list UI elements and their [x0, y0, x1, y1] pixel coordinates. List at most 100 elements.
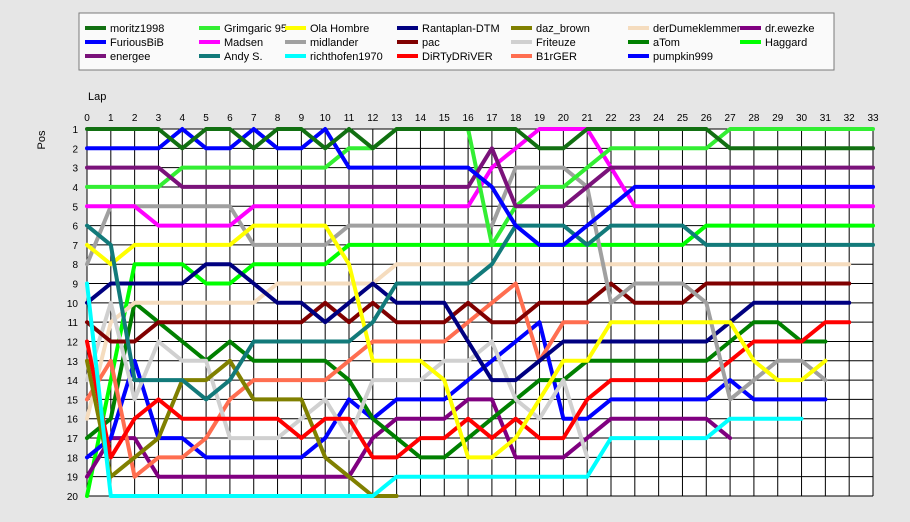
- x-tick-label: 26: [701, 113, 713, 124]
- y-tick-label: 14: [67, 376, 79, 387]
- legend-label: Ola Hombre: [310, 23, 369, 35]
- plot-area: 0 1 2 3 4 5 6 7 8 9 10 11 12 13 14 15 16 17 18 19 20 21 22 23 24…: [67, 113, 879, 503]
- legend-label: pac: [422, 37, 440, 49]
- x-tick-label: 0: [84, 113, 90, 124]
- legend-entry: DiRTyDRiVER: [397, 51, 493, 63]
- x-tick-label: 16: [463, 113, 475, 124]
- x-tick-label: 27: [725, 113, 737, 124]
- legend-label: Friteuze: [536, 37, 576, 49]
- x-tick-label: 17: [486, 113, 498, 124]
- y-tick-label: 15: [67, 395, 79, 406]
- legend-label: B1rGER: [536, 51, 577, 63]
- series-line-furiousbib: [85, 127, 875, 247]
- y-tick-label: 16: [67, 415, 79, 426]
- x-tick-label: 9: [299, 113, 305, 124]
- x-tick-label: 28: [748, 113, 760, 124]
- legend-label: DiRTyDRiVER: [422, 51, 493, 63]
- legend-label: richthofen1970: [310, 51, 383, 63]
- x-tick-label: 30: [796, 113, 808, 124]
- series-line-dr-ewezke: [85, 397, 733, 479]
- legend-label: moritz1998: [110, 23, 164, 35]
- y-tick-label: 20: [67, 492, 79, 503]
- series-line-derdumeklemmer: [85, 262, 852, 421]
- legend-entry: B1rGER: [511, 51, 577, 63]
- legend-entry: Madsen: [199, 37, 263, 49]
- legend-entry: Andy S.: [199, 51, 263, 63]
- legend-entry: dr.ewezke: [740, 23, 815, 35]
- y-tick-label: 17: [67, 434, 79, 445]
- series-line-daz-brown: [85, 358, 399, 498]
- x-tick-label: 15: [439, 113, 451, 124]
- y-tick-label: 1: [72, 125, 78, 136]
- x-axis-label: Lap: [88, 91, 106, 103]
- legend-label: energee: [110, 51, 150, 63]
- series-line-ola-hombre: [85, 223, 828, 460]
- legend-label: Grimgaric 95: [224, 23, 287, 35]
- y-tick-label: 5: [72, 202, 78, 213]
- legend-entry: energee: [85, 51, 150, 63]
- legend-entry: Ola Hombre: [285, 23, 369, 35]
- y-tick-label: 11: [68, 318, 79, 329]
- x-tick-label: 8: [275, 113, 281, 124]
- x-tick-label: 24: [653, 113, 665, 124]
- x-tick-label: 18: [510, 113, 522, 124]
- x-tick-labels: 0 1 2 3 4 5 6 7 8 9 10 11 12 13 14 15 16 17 18 19 20 21 22 23 24…: [84, 113, 879, 124]
- legend-label: Haggard: [765, 37, 807, 49]
- x-tick-label: 12: [367, 113, 379, 124]
- series-line-andy-s-: [85, 223, 875, 402]
- series-line-moritz1998: [85, 127, 875, 151]
- series-lines: [85, 127, 875, 498]
- legend-entry: daz_brown: [511, 23, 590, 35]
- x-tick-label: 29: [772, 113, 784, 124]
- x-tick-label: 7: [251, 113, 257, 124]
- x-tick-label: 11: [344, 113, 355, 124]
- x-tick-label: 1: [108, 113, 114, 124]
- x-tick-label: 20: [558, 113, 570, 124]
- y-tick-label: 2: [72, 144, 78, 155]
- y-tick-label: 4: [72, 183, 78, 194]
- legend-label: daz_brown: [536, 23, 590, 35]
- series-line-pumpkin999: [85, 320, 828, 460]
- series-line-midlander: [85, 165, 828, 402]
- series-line-richthofen1970: [85, 281, 804, 498]
- x-tick-label: 25: [677, 113, 689, 124]
- x-tick-label: 4: [179, 113, 185, 124]
- y-tick-label: 12: [67, 337, 79, 348]
- legend-label: aTom: [653, 37, 680, 49]
- series-line-grimgaric-95: [85, 127, 875, 247]
- legend-entry: moritz1998: [85, 23, 164, 35]
- y-tick-label: 7: [72, 241, 78, 252]
- legend-entry: pumpkin999: [628, 51, 713, 63]
- series-line-atom: [85, 300, 828, 460]
- legend-entry: richthofen1970: [285, 51, 383, 63]
- x-tick-label: 3: [156, 113, 162, 124]
- legend: moritz1998 FuriousBiB energee Grimgaric 95 M…: [78, 12, 835, 71]
- legend-label: midlander: [310, 37, 359, 49]
- legend-label: FuriousBiB: [110, 37, 164, 49]
- x-tick-label: 14: [415, 113, 427, 124]
- y-tick-label: 8: [72, 260, 78, 271]
- x-tick-label: 5: [203, 113, 209, 124]
- legend-label: Andy S.: [224, 51, 263, 63]
- y-tick-label: 3: [72, 164, 78, 175]
- legend-label: pumpkin999: [653, 51, 713, 63]
- y-axis-label: Pos: [36, 130, 48, 149]
- x-tick-label: 21: [582, 113, 594, 124]
- x-tick-label: 22: [605, 113, 617, 124]
- legend-label: Rantaplan-DTM: [422, 23, 500, 35]
- y-tick-label: 9: [72, 280, 78, 291]
- legend-entry: Rantaplan-DTM: [397, 23, 500, 35]
- legend-entry: midlander: [285, 37, 359, 49]
- legend-entry: derDumeklemmer: [628, 23, 741, 35]
- x-tick-label: 2: [132, 113, 138, 124]
- legend-entry: FuriousBiB: [85, 37, 164, 49]
- y-tick-label: 6: [72, 222, 78, 233]
- y-tick-label: 18: [67, 453, 79, 464]
- legend-entry: Haggard: [740, 37, 807, 49]
- x-tick-label: 6: [227, 113, 233, 124]
- legend-label: dr.ewezke: [765, 23, 815, 35]
- legend-entry: Grimgaric 95: [199, 23, 287, 35]
- x-tick-label: 10: [320, 113, 332, 124]
